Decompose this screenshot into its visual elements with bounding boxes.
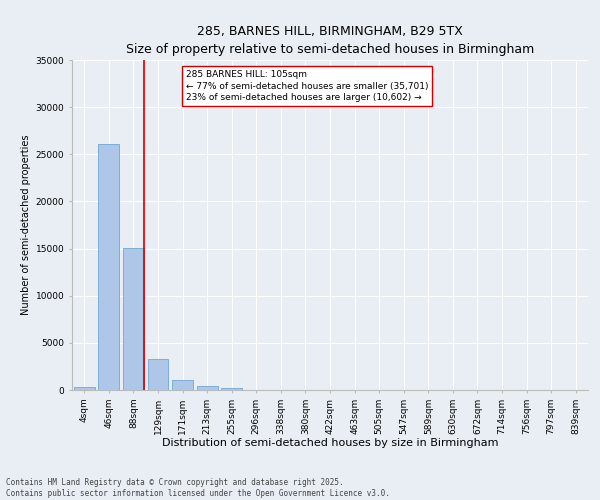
Bar: [148, 359, 169, 390]
Bar: [172, 380, 193, 390]
Bar: [123, 248, 144, 390]
Text: 285 BARNES HILL: 105sqm
← 77% of semi-detached houses are smaller (35,701)
23% o: 285 BARNES HILL: 105sqm ← 77% of semi-de…: [185, 70, 428, 102]
Bar: [98, 144, 119, 390]
Bar: [221, 388, 242, 390]
Title: 285, BARNES HILL, BIRMINGHAM, B29 5TX
Size of property relative to semi-detached: 285, BARNES HILL, BIRMINGHAM, B29 5TX Si…: [126, 25, 534, 56]
Bar: [197, 386, 218, 390]
X-axis label: Distribution of semi-detached houses by size in Birmingham: Distribution of semi-detached houses by …: [162, 438, 498, 448]
Text: Contains HM Land Registry data © Crown copyright and database right 2025.
Contai: Contains HM Land Registry data © Crown c…: [6, 478, 390, 498]
Bar: [74, 386, 95, 390]
Y-axis label: Number of semi-detached properties: Number of semi-detached properties: [22, 134, 31, 316]
